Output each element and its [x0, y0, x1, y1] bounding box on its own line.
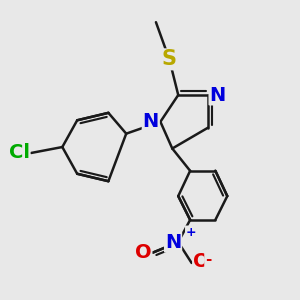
Text: O: O: [193, 252, 210, 271]
Text: N: N: [209, 85, 226, 104]
Text: O: O: [135, 243, 152, 262]
Text: -: -: [205, 253, 211, 268]
Text: S: S: [162, 49, 177, 69]
Text: N: N: [143, 112, 159, 131]
Text: +: +: [186, 226, 196, 239]
Text: Cl: Cl: [9, 143, 30, 163]
Text: N: N: [165, 232, 181, 252]
